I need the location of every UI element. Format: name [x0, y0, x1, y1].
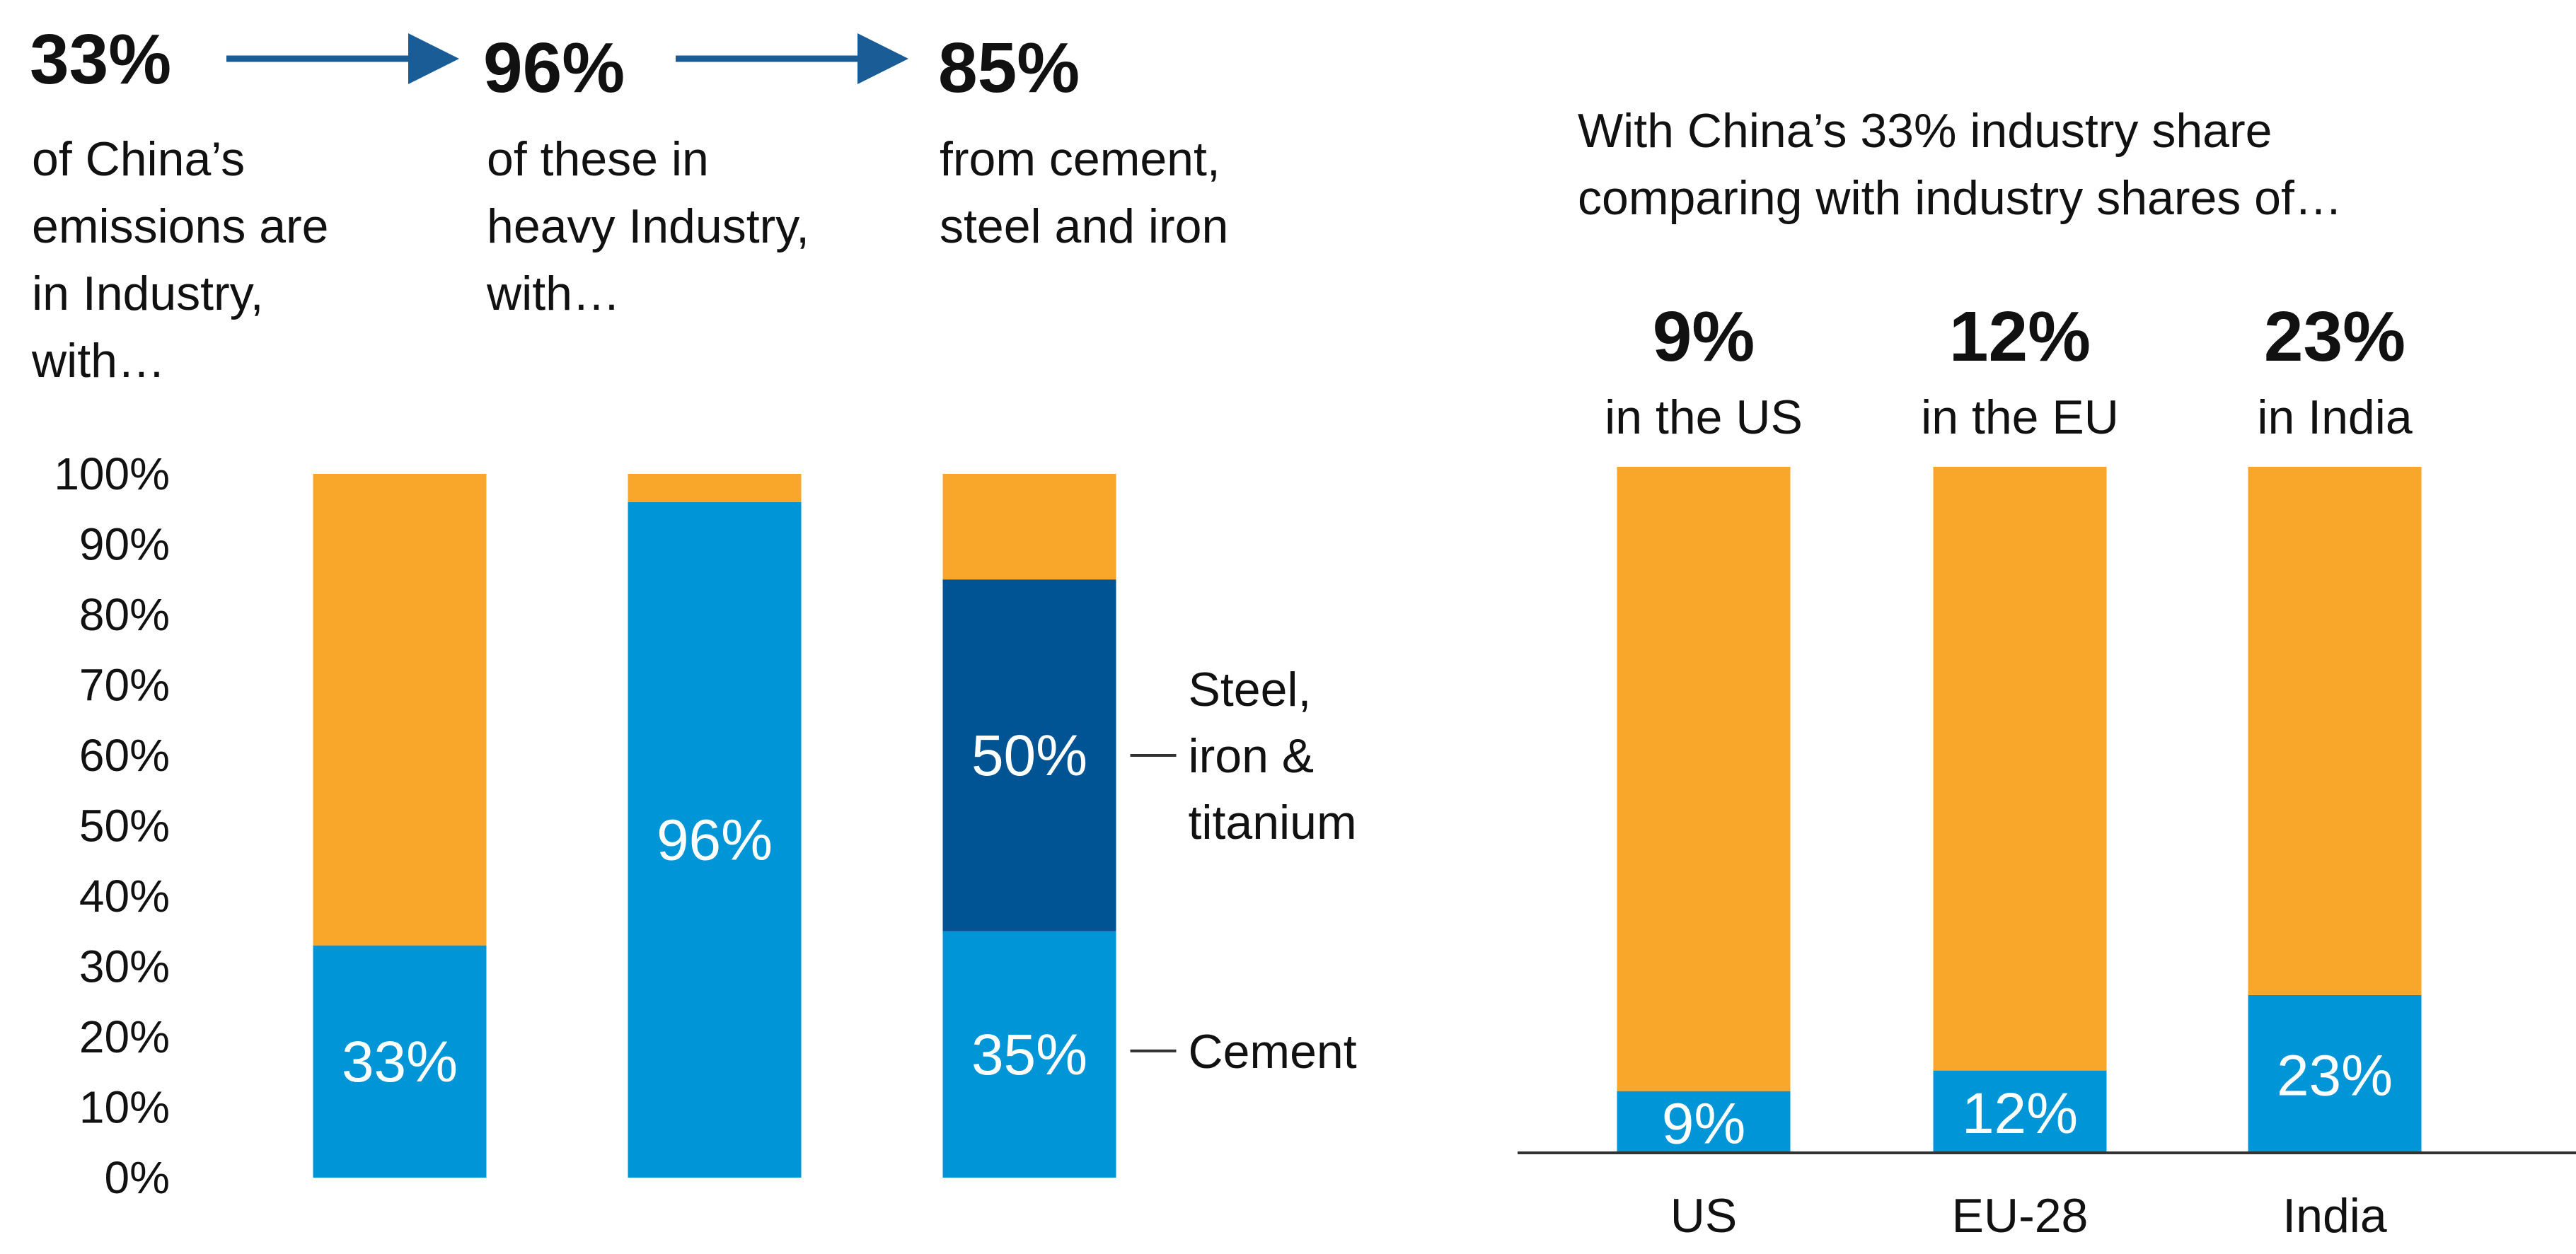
right-title-line-1: With China’s 33% industry share — [1578, 104, 2272, 158]
y-tick-label: 70% — [79, 660, 170, 711]
stat3-value: 85% — [938, 28, 1080, 108]
y-tick-label: 40% — [79, 871, 170, 922]
bar-segment — [942, 931, 1116, 1178]
left-bars — [313, 474, 1116, 1178]
eu-stat-value: 12% — [1949, 297, 2091, 376]
bar-segment — [628, 474, 802, 502]
stat2-text-1: of these in — [487, 132, 709, 186]
india-stat-value: 23% — [2264, 297, 2405, 376]
bar-value-label: 9% — [1662, 1091, 1746, 1156]
x-tick-label: EU-28 — [1952, 1189, 2089, 1243]
left-y-axis: 0% 10% 20% 30% 40% 50% 60% 70% 80% 90% 100% — [54, 448, 170, 1203]
right-title: With China’s 33% industry share comparin… — [1578, 104, 2343, 225]
stat1-value: 33% — [30, 20, 171, 99]
stat3-text-2: steel and iron — [940, 199, 1228, 253]
bar-value-label: 96% — [657, 808, 773, 872]
bar-value-label: 23% — [2277, 1043, 2393, 1108]
y-tick-label: 10% — [79, 1082, 170, 1133]
stat-descriptions: of China’s emissions are in Industry, wi… — [31, 132, 1228, 388]
us-stat-text: in the US — [1605, 390, 1803, 444]
stat3-text-1: from cement, — [940, 132, 1220, 186]
bar-segment — [628, 501, 802, 1178]
left-chart: 0% 10% 20% 30% 40% 50% 60% 70% 80% 90% 100% 33% 96%… — [54, 448, 1356, 1203]
bar-segment — [313, 945, 487, 1178]
annotation-text: titanium — [1189, 796, 1357, 849]
left-annotations: Steel, iron & titanium Cement — [1130, 663, 1357, 1079]
india-stat-text: in India — [2257, 390, 2412, 444]
stat1-text-3: in Industry, — [32, 267, 264, 320]
right-x-axis: US EU-28 India — [1670, 1189, 2387, 1243]
y-tick-label: 80% — [79, 589, 170, 640]
left-bar-labels: 33% 96% 35% 50% — [342, 724, 1087, 1094]
y-tick-label: 60% — [79, 730, 170, 781]
annotation-text: Steel, — [1189, 663, 1312, 716]
annotation-text: Cement — [1189, 1025, 1357, 1079]
headline-left: 33% 96% 85% — [30, 20, 1080, 108]
bar-segment — [1617, 467, 1791, 1091]
stat1-text-2: emissions are — [32, 199, 329, 253]
bar-segment — [942, 579, 1116, 931]
stat2-value: 96% — [483, 28, 625, 108]
bar-segment — [2248, 994, 2422, 1153]
y-tick-label: 20% — [79, 1011, 170, 1062]
bar-value-label: 50% — [971, 724, 1087, 788]
stat2-text-2: heavy Industry, — [487, 199, 809, 253]
right-chart: 9% 12% 23% US EU-28 India — [1518, 467, 2576, 1243]
right-bar-labels: 9% 12% 23% — [1662, 1043, 2393, 1156]
stat1-text-4: with… — [31, 334, 166, 388]
bar-segment — [2248, 467, 2422, 995]
bar-segment — [313, 474, 487, 946]
right-bars — [1617, 467, 2422, 1153]
stat2-text-3: with… — [486, 267, 620, 320]
y-tick-label: 50% — [79, 801, 170, 852]
right-title-line-2: comparing with industry shares of… — [1578, 171, 2343, 225]
y-tick-label: 30% — [79, 941, 170, 992]
stat1-text-1: of China’s — [32, 132, 245, 186]
bar-segment — [1933, 467, 2107, 1071]
bar-segment — [1617, 1091, 1791, 1153]
right-stats: 9% 12% 23% in the US in the EU in India — [1605, 297, 2413, 444]
bar-value-label: 33% — [342, 1030, 458, 1094]
x-tick-label: US — [1670, 1189, 1737, 1243]
us-stat-value: 9% — [1653, 297, 1755, 376]
bar-value-label: 12% — [1962, 1081, 2078, 1146]
y-tick-label: 90% — [79, 519, 170, 570]
bar-value-label: 35% — [971, 1023, 1087, 1087]
y-tick-label: 0% — [105, 1152, 171, 1203]
eu-stat-text: in the EU — [1921, 390, 2119, 444]
bar-segment — [942, 474, 1116, 580]
y-tick-label: 100% — [54, 448, 170, 499]
bar-segment — [1933, 1070, 2107, 1153]
x-tick-label: India — [2282, 1189, 2387, 1243]
annotation-text: iron & — [1189, 729, 1315, 783]
